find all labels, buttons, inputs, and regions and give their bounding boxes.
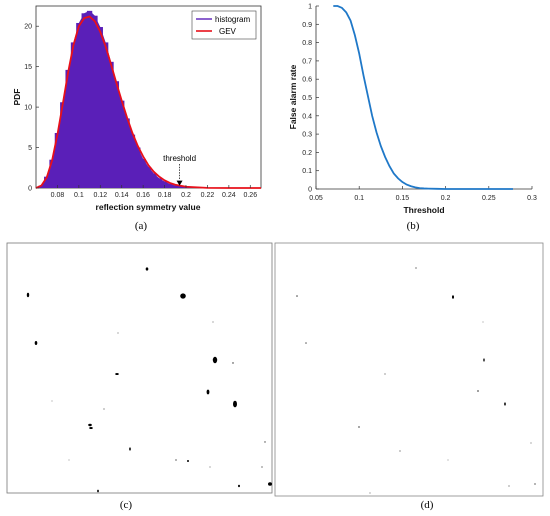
- chart-b-ytick-label: 0.9: [302, 22, 312, 29]
- false-alarm-line: [333, 5, 513, 190]
- chart-a-xtick-label: 0.1: [74, 192, 84, 199]
- chart-b-ytick-label: 0.5: [302, 95, 312, 102]
- gev-line: [35, 15, 261, 189]
- chart-b-xtick-label: 0.15: [396, 195, 410, 202]
- legend-histogram-label: histogram: [215, 15, 250, 24]
- chart-a-ytick-label: 10: [24, 105, 32, 112]
- chart-b-xlabel: Threshold: [403, 205, 444, 215]
- caption-b: (b): [407, 220, 420, 232]
- chart-b-xtick-label: 0.1: [354, 195, 364, 202]
- chart-a-xtick-label: 0.24: [222, 192, 236, 199]
- chart-a-xtick-label: 0.08: [51, 192, 65, 199]
- chart-a-xtick-label: 0.18: [158, 192, 172, 199]
- chart-a-legend: histogram GEV: [191, 10, 257, 40]
- chart-b-xtick-label: 0.2: [441, 195, 451, 202]
- chart-b-ytick-label: 0.6: [302, 77, 312, 84]
- chart-b-xtick-label: 0.3: [527, 195, 537, 202]
- chart-a-xtick-label: 0.22: [201, 192, 215, 199]
- caption-c: (c): [120, 499, 133, 511]
- chart-a-ytick-label: 15: [24, 64, 32, 71]
- chart-b-ytick-label: 0.7: [302, 58, 312, 65]
- image-c: [6, 242, 273, 494]
- legend-gev-label: GEV: [219, 27, 237, 36]
- chart-b-ylabel: False alarm rate: [288, 64, 298, 129]
- image-d-frame: [274, 242, 544, 497]
- chart-a-xtick-label: 0.12: [93, 192, 107, 199]
- chart-a-ytick-label: 0: [28, 186, 32, 193]
- threshold-label: threshold: [163, 154, 196, 163]
- chart-b-ytick-label: 0.4: [302, 113, 312, 120]
- image-d: [274, 242, 544, 497]
- chart-a: 0.08 0.1 0.12 0.14 0.16 0.18 0.2 0.22 0.24 0.26 0…: [12, 5, 262, 212]
- image-c-speckles: [26, 267, 272, 493]
- chart-a-xtick-label: 0.14: [115, 192, 129, 199]
- chart-a-ytick-label: 5: [28, 145, 32, 152]
- chart-a-xtick-label: 0.2: [181, 192, 191, 199]
- caption-a: (a): [135, 220, 148, 232]
- image-d-speckles: [296, 267, 536, 494]
- chart-b-xtick-label: 0.25: [482, 195, 496, 202]
- image-c-frame: [6, 242, 273, 494]
- chart-a-xtick-label: 0.16: [136, 192, 150, 199]
- chart-b-xtick-label: 0.05: [309, 195, 323, 202]
- threshold-annotation: threshold: [163, 154, 196, 186]
- chart-b-ytick-label: 0.8: [302, 40, 312, 47]
- threshold-arrow-head: [176, 180, 183, 186]
- chart-b: 0.05 0.1 0.15 0.2 0.25 0.3 0 0.1 0.2 0.3 0.4 0.5 0.…: [288, 4, 537, 216]
- chart-b-ytick-label: 0.3: [302, 132, 312, 139]
- chart-b-ytick-label: 0.2: [302, 150, 312, 157]
- chart-b-ytick-label: 0: [308, 187, 312, 194]
- chart-a-ytick-label: 20: [24, 24, 32, 31]
- histogram-area: [41, 10, 251, 188]
- chart-b-ytick-label: 1: [308, 4, 312, 11]
- chart-b-ytick-label: 0.1: [302, 168, 312, 175]
- chart-a-xlabel: reflection symmetry value: [96, 202, 201, 212]
- caption-d: (d): [421, 499, 434, 511]
- legend-box: [191, 10, 257, 40]
- histogram-bar: [38, 185, 45, 188]
- chart-a-xtick-label: 0.26: [243, 192, 257, 199]
- chart-a-ylabel: PDF: [12, 89, 22, 106]
